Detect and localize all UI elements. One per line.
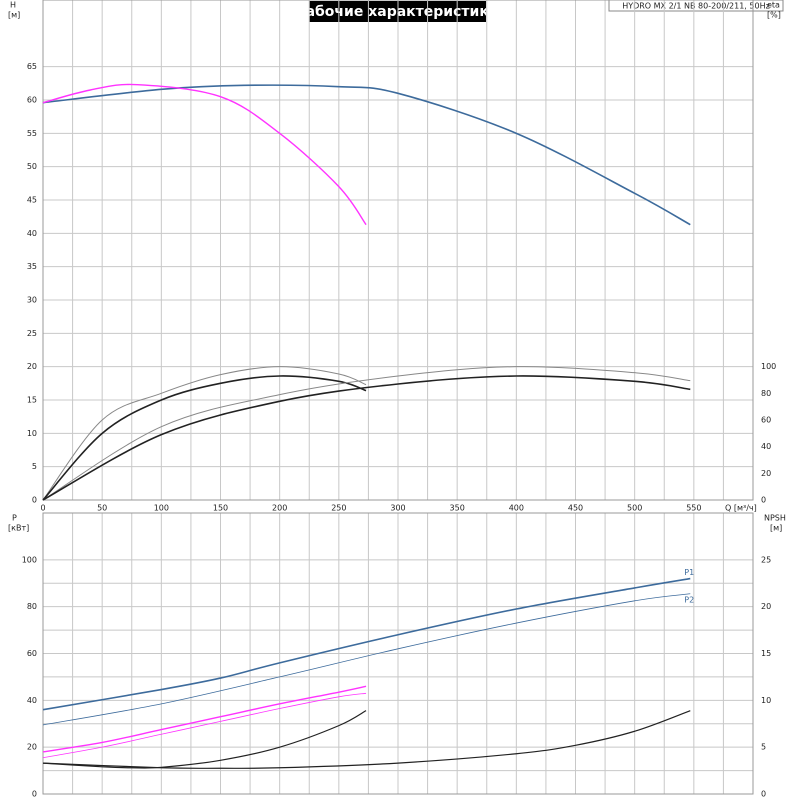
- y-tick-label: 80: [27, 602, 37, 611]
- y2-tick-label: 60: [761, 416, 771, 425]
- y-tick-label: 20: [27, 743, 37, 752]
- curve: [42, 710, 691, 769]
- y-axis-unit: [м]: [8, 11, 20, 20]
- y-tick-label: 30: [27, 296, 37, 305]
- curve: [42, 577, 691, 711]
- x-tick-label: 300: [390, 504, 405, 513]
- curve: [42, 366, 367, 501]
- curve: [42, 593, 691, 726]
- curve: [42, 710, 367, 769]
- y2-tick-label: 10: [761, 696, 771, 705]
- y2-axis-label: NPSH: [764, 514, 786, 523]
- y-tick-label: 0: [32, 790, 37, 799]
- x-axis-label: Q [м³/ч]: [725, 504, 757, 513]
- curve: [42, 692, 367, 759]
- curve: [42, 685, 367, 753]
- y2-axis-unit: [%]: [767, 11, 781, 20]
- curve: [42, 83, 367, 226]
- chart-title: Рабочие характеристики: [295, 4, 498, 20]
- curve: [42, 375, 367, 501]
- y2-tick-label: 20: [761, 602, 771, 611]
- x-tick-label: 500: [627, 504, 642, 513]
- plot-frame: [42, 0, 754, 501]
- y-tick-label: 50: [27, 162, 37, 171]
- y2-tick-label: 0: [761, 496, 766, 505]
- x-tick-label: 0: [40, 504, 45, 513]
- y-tick-label: 0: [32, 496, 37, 505]
- y2-tick-label: 5: [761, 743, 766, 752]
- x-tick-label: 450: [568, 504, 583, 513]
- x-tick-label: 400: [509, 504, 524, 513]
- y-tick-label: 60: [27, 649, 37, 658]
- chart-subtitle: HYDRO MX 2/1 NB 80-200/211, 50Hz: [622, 2, 770, 11]
- y-tick-label: 35: [27, 262, 37, 271]
- y2-tick-label: 100: [761, 362, 776, 371]
- y-axis-label: P: [12, 514, 17, 523]
- curve-label: P1: [684, 568, 694, 577]
- y-tick-label: 5: [32, 462, 37, 471]
- x-tick-label: 100: [154, 504, 169, 513]
- y-tick-label: 55: [27, 129, 37, 138]
- y-tick-label: 45: [27, 196, 37, 205]
- y-tick-label: 15: [27, 396, 37, 405]
- curve: [42, 366, 691, 501]
- y-tick-label: 100: [22, 555, 37, 564]
- y-tick-label: 60: [27, 96, 37, 105]
- plot-frame: [42, 512, 754, 795]
- y2-tick-label: 40: [761, 442, 771, 451]
- y2-axis-label: eta: [767, 1, 780, 10]
- y-axis-unit: [кВт]: [8, 524, 29, 533]
- y-tick-label: 40: [27, 229, 37, 238]
- x-tick-label: 50: [97, 504, 107, 513]
- y-tick-label: 25: [27, 329, 37, 338]
- y-tick-label: 20: [27, 362, 37, 371]
- y2-axis-unit: [м]: [770, 524, 782, 533]
- curve-label: P2: [684, 595, 694, 604]
- y-tick-label: 10: [27, 429, 37, 438]
- y-axis-label: H: [10, 1, 16, 10]
- y2-tick-label: 0: [761, 790, 766, 799]
- y-tick-label: 65: [27, 62, 37, 71]
- model-box: [608, 0, 784, 12]
- x-tick-label: 250: [331, 504, 346, 513]
- y2-tick-label: 80: [761, 389, 771, 398]
- curve: [42, 375, 691, 501]
- y2-tick-label: 25: [761, 555, 771, 564]
- x-tick-label: 200: [272, 504, 287, 513]
- y2-tick-label: 15: [761, 649, 771, 658]
- x-tick-label: 550: [686, 504, 701, 513]
- x-tick-label: 150: [213, 504, 228, 513]
- y-tick-label: 40: [27, 696, 37, 705]
- curve: [42, 84, 691, 226]
- y2-tick-label: 20: [761, 469, 771, 478]
- x-tick-label: 350: [450, 504, 465, 513]
